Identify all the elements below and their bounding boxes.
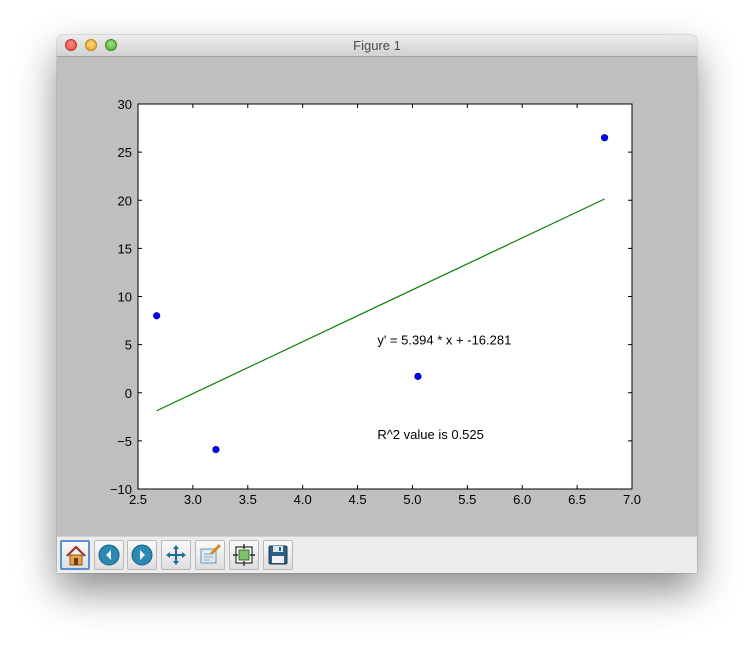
maximize-window-button[interactable] <box>105 39 117 51</box>
zoom-rect-icon <box>200 544 221 564</box>
figure-window: Figure 1 2.5 3.0 3.5 4.0 4.5 5.0 5.5 6.0 6.5 7.0 −… <box>57 35 697 573</box>
x-tick-label: 6.5 <box>568 492 586 507</box>
data-point <box>212 445 220 454</box>
navigation-toolbar <box>57 536 697 573</box>
minimize-window-button[interactable] <box>85 39 97 51</box>
x-tick-label: 4.5 <box>349 492 367 507</box>
y-tick-label: −10 <box>110 482 132 497</box>
y-tick-label: 10 <box>118 290 132 305</box>
annotation-text: y' = 5.394 * x + -16.281 <box>377 333 511 348</box>
y-tick-label: −5 <box>117 434 132 449</box>
save-button[interactable] <box>263 540 293 570</box>
back-button[interactable] <box>94 540 124 570</box>
x-tick-label: 3.5 <box>239 492 257 507</box>
annotation-text: R^2 value is 0.525 <box>377 427 484 442</box>
back-arrow-icon <box>98 544 120 566</box>
data-point <box>600 134 609 142</box>
y-tick-label: 30 <box>118 97 132 112</box>
x-tick-label: 4.0 <box>294 492 312 507</box>
x-tick-label: 7.0 <box>623 492 641 507</box>
y-tick-label: 15 <box>118 241 132 256</box>
x-tick-label: 6.0 <box>513 492 531 507</box>
move-arrows-icon <box>166 545 186 565</box>
home-icon <box>66 545 86 566</box>
x-tick-label: 2.5 <box>129 492 147 507</box>
x-tick-label: 5.0 <box>403 492 421 507</box>
y-tick-label: 20 <box>118 193 132 208</box>
pan-button[interactable] <box>161 540 191 570</box>
window-title: Figure 1 <box>353 38 401 53</box>
floppy-disk-icon <box>268 545 288 565</box>
title-bar[interactable]: Figure 1 <box>57 35 697 57</box>
figure-canvas[interactable]: 2.5 3.0 3.5 4.0 4.5 5.0 5.5 6.0 6.5 7.0 −10 −5 0 5 10 1… <box>57 57 697 536</box>
forward-button[interactable] <box>127 540 157 570</box>
x-tick-label: 5.5 <box>458 492 476 507</box>
subplots-config-icon <box>233 544 255 566</box>
close-window-button[interactable] <box>65 39 77 51</box>
scatter-plot[interactable]: 2.5 3.0 3.5 4.0 4.5 5.0 5.5 6.0 6.5 7.0 −10 −5 0 5 10 1… <box>57 57 697 536</box>
x-tick-label: 3.0 <box>184 492 202 507</box>
home-button[interactable] <box>60 540 90 570</box>
data-point <box>153 312 161 320</box>
y-tick-label: 25 <box>118 145 132 160</box>
regression-line <box>156 198 605 412</box>
zoom-button[interactable] <box>195 540 225 570</box>
y-tick-label: 5 <box>125 338 132 353</box>
y-tick-label: 0 <box>125 386 132 401</box>
configure-subplots-button[interactable] <box>229 540 259 570</box>
forward-arrow-icon <box>131 544 153 566</box>
data-point <box>414 372 422 380</box>
